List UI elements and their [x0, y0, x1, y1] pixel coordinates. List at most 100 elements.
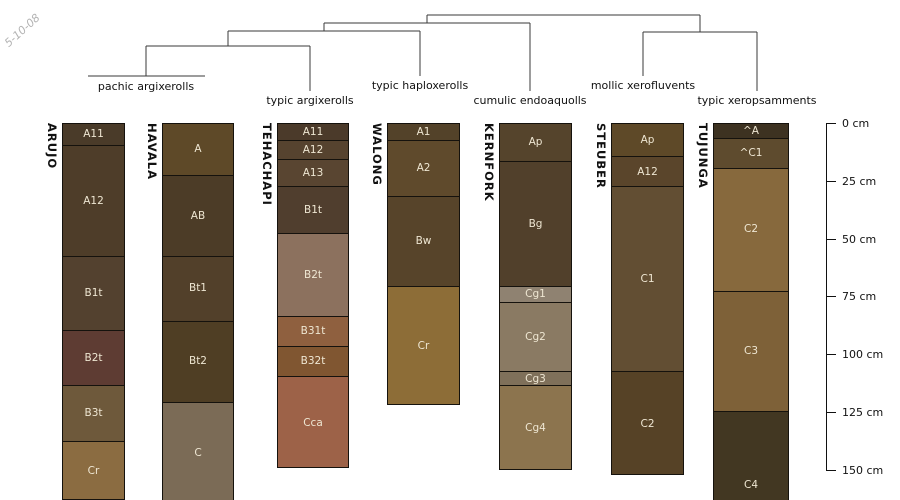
- column-name: STEUBER: [594, 123, 608, 189]
- horizon-label: B1t: [84, 287, 103, 300]
- taxonomy-label: pachic argixerolls: [97, 80, 195, 93]
- horizon-label: ^A: [743, 124, 759, 137]
- depth-tick-label: 150 cm: [842, 463, 884, 477]
- horizon: A13: [278, 158, 348, 187]
- horizon-label: A1: [416, 125, 431, 138]
- taxonomy-label: mollic xerofluvents: [590, 79, 696, 92]
- taxonomy-label: typic xeropsamments: [697, 94, 817, 107]
- horizon-label: B3t: [84, 407, 103, 420]
- horizon-label: Cr: [87, 465, 100, 478]
- horizon-label: Cg3: [525, 372, 546, 385]
- soil-column: A AB Bt1 Bt2 C: [162, 123, 234, 500]
- horizon: B2t: [63, 329, 124, 386]
- depth-tick-label: 100 cm: [842, 348, 884, 362]
- depth-tick: [826, 123, 836, 124]
- horizon-label: C2: [743, 223, 758, 236]
- horizon: A: [163, 124, 233, 175]
- horizon-label: Ap: [528, 136, 543, 149]
- soil-column: A1 A2 Bw Cr: [387, 123, 460, 406]
- depth-tick-label: 25 cm: [842, 174, 877, 188]
- horizon: B1t: [278, 186, 348, 233]
- horizon-label: A12: [83, 194, 104, 207]
- horizon: A12: [63, 144, 124, 256]
- horizon-label: Bt1: [188, 282, 207, 295]
- taxonomy-label: cumulic endoaquolls: [473, 94, 587, 107]
- horizon-label: B2t: [303, 268, 322, 281]
- horizon: A2: [388, 140, 459, 196]
- depth-tick: [826, 469, 836, 471]
- horizon-label: Cg2: [525, 331, 546, 344]
- depth-tick: [826, 238, 836, 240]
- horizon: Cg3: [500, 371, 571, 386]
- horizon: Cca: [278, 376, 348, 467]
- horizon-label: C3: [743, 344, 758, 357]
- horizon-label: Ap: [640, 133, 655, 146]
- horizon-label: Bt2: [188, 355, 207, 368]
- horizon: A12: [278, 140, 348, 159]
- column-name: KERNFORK: [482, 123, 496, 202]
- horizon: Bt1: [163, 255, 233, 321]
- horizon-label: A11: [302, 125, 324, 138]
- column-name: WALONG: [370, 123, 384, 186]
- horizon: C2: [714, 167, 788, 291]
- taxonomy-label: typic argixerolls: [266, 94, 354, 107]
- depth-tick-label: 125 cm: [842, 406, 884, 420]
- depth-tick-label: 50 cm: [842, 232, 877, 246]
- column-name: TEHACHAPI: [260, 123, 274, 206]
- depth-tick: [826, 412, 836, 414]
- soil-column: A11 A12 B1t B2t B3t Cr: [62, 123, 125, 500]
- depth-tick: [826, 296, 836, 298]
- horizon: C3: [714, 290, 788, 411]
- horizon: C: [163, 401, 233, 500]
- horizon-label: B1t: [303, 203, 322, 216]
- taxonomy-label: typic haploxerolls: [371, 79, 469, 92]
- horizon-label: C: [194, 446, 202, 459]
- horizon-label: A13: [302, 166, 324, 179]
- horizon: Ap: [612, 124, 683, 157]
- horizon: Cg4: [500, 385, 571, 469]
- horizon-label: ^C1: [739, 147, 763, 160]
- horizon: B32t: [278, 346, 348, 377]
- column-name: TUJUNGA: [696, 123, 710, 189]
- horizon: AB: [163, 174, 233, 256]
- horizon-label: C4: [743, 479, 758, 492]
- horizon-label: A: [194, 143, 202, 156]
- horizon-label: A12: [302, 143, 324, 156]
- horizon: Cr: [63, 440, 124, 500]
- horizon: B2t: [278, 232, 348, 316]
- horizon-label: Bg: [528, 217, 543, 230]
- horizon-label: A2: [416, 162, 431, 175]
- horizon: B1t: [63, 255, 124, 330]
- horizon: C2: [612, 371, 683, 474]
- horizon: Bw: [388, 195, 459, 286]
- depth-tick-label: 75 cm: [842, 290, 877, 304]
- horizon: ^A: [714, 124, 788, 138]
- horizon-label: Cg4: [525, 422, 546, 435]
- horizon: A12: [612, 156, 683, 187]
- horizon-label: Cr: [417, 340, 430, 353]
- soil-column: Ap Bg Cg1 Cg2 Cg3 Cg4: [499, 123, 572, 470]
- horizon-label: AB: [190, 209, 206, 222]
- horizon-label: Cg1: [525, 288, 546, 301]
- horizon: B31t: [278, 315, 348, 347]
- column-name: HAVALA: [145, 123, 159, 180]
- horizon-label: Bw: [415, 235, 432, 248]
- horizon-label: A11: [83, 128, 104, 141]
- horizon: C4: [714, 410, 788, 500]
- horizon-label: B32t: [300, 355, 326, 368]
- horizon-label: A12: [637, 165, 658, 178]
- horizon: Cg1: [500, 285, 571, 303]
- horizon: B3t: [63, 385, 124, 441]
- horizon-label: Cca: [303, 416, 323, 429]
- soil-column: ^A ^C1 C2 C3 C4: [713, 123, 789, 500]
- horizon: C1: [612, 186, 683, 372]
- horizon: Ap: [500, 124, 571, 161]
- horizon: Bt2: [163, 320, 233, 402]
- depth-tick: [826, 354, 836, 356]
- depth-tick-label: 0 cm: [842, 117, 870, 130]
- soil-column: A11 A12 A13 B1t B2t B31t B32t Cca: [277, 123, 349, 468]
- column-name: ARUJO: [45, 123, 59, 170]
- depth-tick: [826, 180, 836, 182]
